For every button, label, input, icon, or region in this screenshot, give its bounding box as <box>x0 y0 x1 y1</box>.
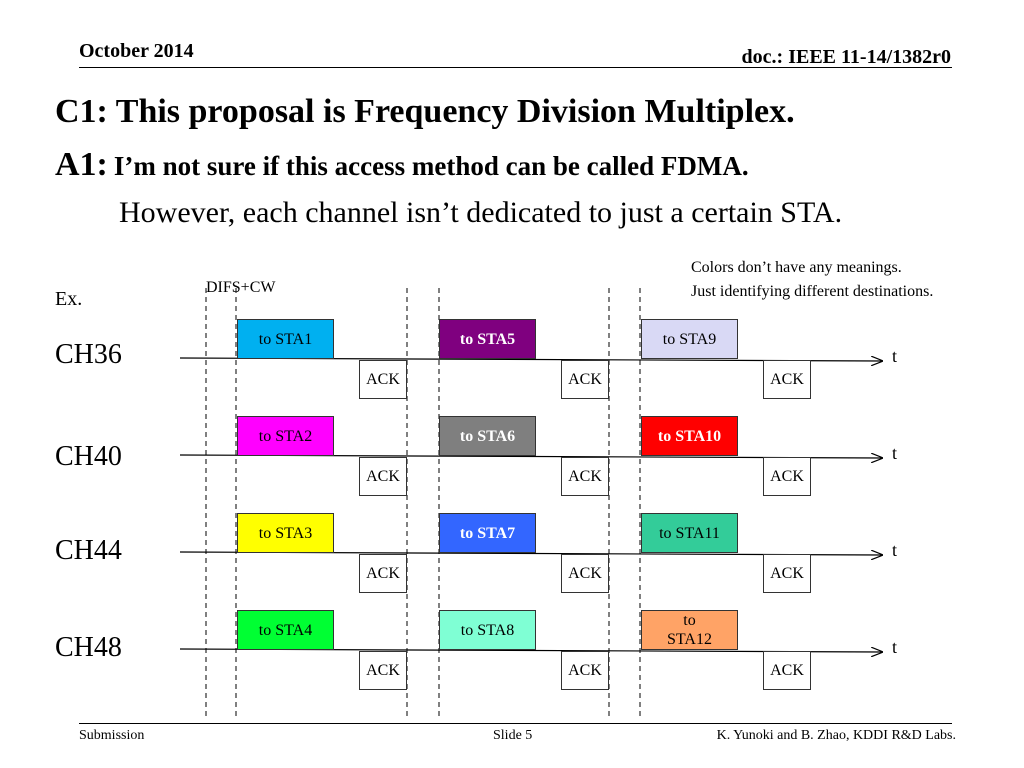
channel-label-ch36: CH36 <box>55 339 122 370</box>
time-label: t <box>892 540 898 560</box>
channel-label-ch48: CH48 <box>55 632 122 663</box>
color-note: Colors don’t have any meanings. Just ide… <box>691 256 933 304</box>
frame-to-sta9: to STA9 <box>641 319 738 359</box>
time-label: t <box>892 346 898 366</box>
difs-cw-label: DIFS+CW <box>206 279 276 296</box>
answer-prefix: A1: <box>55 146 108 183</box>
frame-to-sta5: to STA5 <box>439 319 536 359</box>
header-divider <box>79 67 952 68</box>
frame-to-sta7: to STA7 <box>439 513 536 553</box>
time-label: t <box>892 443 898 463</box>
ack-box: ACK <box>561 554 609 593</box>
frame-to-sta8: to STA8 <box>439 610 536 650</box>
ack-box: ACK <box>763 554 811 593</box>
answer-line: A1: I’m not sure if this access method ca… <box>55 146 749 184</box>
header-doc-id: doc.: IEEE 11-14/1382r0 <box>741 46 951 68</box>
footer-divider <box>79 723 952 724</box>
frame-to-sta10: to STA10 <box>641 416 738 456</box>
color-note-line-1: Colors don’t have any meanings. <box>691 259 902 276</box>
time-label: t <box>892 637 898 657</box>
ack-box: ACK <box>763 457 811 496</box>
frame-to-sta12: to STA12 <box>641 610 738 650</box>
ack-box: ACK <box>561 360 609 399</box>
color-note-line-2: Just identifying different destinations. <box>691 283 934 300</box>
ack-box: ACK <box>561 651 609 690</box>
channel-label-ch44: CH44 <box>55 535 122 566</box>
answer-text: I’m not sure if this access method can b… <box>113 151 749 181</box>
ack-box: ACK <box>359 360 407 399</box>
ack-box: ACK <box>561 457 609 496</box>
time-axes <box>179 358 882 652</box>
ack-box: ACK <box>359 554 407 593</box>
subtext: However, each channel isn’t dedicated to… <box>119 196 843 229</box>
example-label: Ex. <box>55 288 83 310</box>
ack-box: ACK <box>763 360 811 399</box>
frame-to-sta3: to STA3 <box>237 513 334 553</box>
frame-to-sta11: to STA11 <box>641 513 738 553</box>
footer-slide-number: Slide 5 <box>493 728 533 743</box>
ack-box: ACK <box>359 457 407 496</box>
footer-authors: K. Yunoki and B. Zhao, KDDI R&D Labs. <box>716 728 956 743</box>
footer-submission: Submission <box>79 728 145 743</box>
frame-to-sta4: to STA4 <box>237 610 334 650</box>
slide-title: C1: This proposal is Frequency Division … <box>55 93 795 130</box>
ack-box: ACK <box>359 651 407 690</box>
frame-to-sta6: to STA6 <box>439 416 536 456</box>
channel-label-ch40: CH40 <box>55 441 122 472</box>
ack-box: ACK <box>763 651 811 690</box>
frame-to-sta1: to STA1 <box>237 319 334 359</box>
frame-to-sta2: to STA2 <box>237 416 334 456</box>
header-date: October 2014 <box>79 40 194 62</box>
